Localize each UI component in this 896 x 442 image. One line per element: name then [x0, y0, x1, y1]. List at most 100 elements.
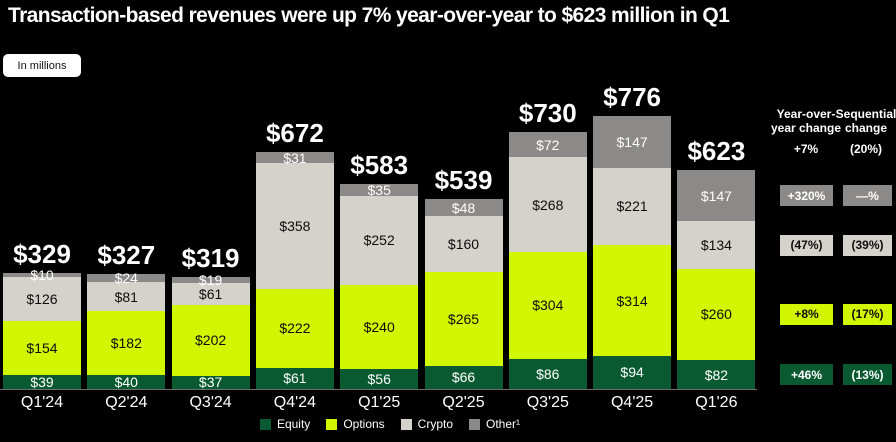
segment-value-label: $260 — [700, 306, 732, 323]
sequential-total-change: (20%) — [849, 142, 882, 156]
segment-value-label: $252 — [363, 232, 395, 249]
segment-value-label: $56 — [367, 371, 391, 388]
yoy-header-line1: Year-over- — [776, 107, 836, 121]
legend-item-crypto: Crypto — [400, 417, 454, 431]
segment-value-label: $182 — [110, 334, 142, 351]
yoy-badge-options: +8% — [780, 303, 833, 325]
legend-item-equity: Equity — [259, 417, 311, 431]
bar-total-label: $319 — [181, 242, 240, 273]
segment-value-label: $35 — [367, 181, 391, 198]
legend-label-crypto: Crypto — [417, 417, 454, 431]
segment-value-label: $358 — [279, 218, 311, 235]
yoy-change-header: Year-over- year change — [753, 107, 859, 135]
bar-total-label: $327 — [97, 239, 156, 270]
segment-value-label: $304 — [532, 297, 564, 314]
seq-badge-equity: (13%) — [843, 364, 892, 386]
bar-segment-other: $19 — [171, 273, 250, 287]
bar-total-label: $539 — [434, 165, 493, 196]
x-axis-label: Q3'25 — [526, 394, 569, 411]
segment-value-label: $314 — [616, 292, 648, 309]
segment-value-label: $94 — [620, 364, 644, 381]
segment-value-label: $221 — [616, 198, 648, 215]
seq-badge-options: (17%) — [843, 303, 892, 325]
legend-item-options: Options — [326, 417, 385, 431]
x-axis-label: Q1'26 — [695, 394, 738, 411]
x-axis-label: Q3'24 — [189, 394, 232, 411]
segment-value-label: $61 — [283, 370, 307, 387]
bar-segment-equity: $40 — [87, 373, 166, 390]
segment-value-label: $39 — [30, 374, 54, 391]
segment-value-label: $86 — [536, 365, 560, 382]
yoy-badge-equity: +46% — [780, 364, 833, 386]
x-axis-label: Q1'25 — [358, 394, 401, 411]
bar-segment-crypto: $358 — [255, 163, 334, 290]
legend-item-other: Other¹ — [469, 417, 520, 431]
legend-swatch-equity — [259, 418, 271, 430]
bar-segment-options: $314 — [593, 245, 672, 356]
bar-segment-crypto: $134 — [677, 221, 756, 269]
bar-total-label: $583 — [350, 149, 409, 180]
bar-segment-equity: $66 — [424, 365, 503, 389]
bar-total-label: $329 — [13, 239, 71, 270]
bar-segment-options: $202 — [171, 304, 250, 376]
segment-value-label: $81 — [114, 288, 138, 305]
segment-value-label: $160 — [447, 236, 480, 253]
x-axis-line — [0, 389, 757, 390]
bar-segment-equity: $61 — [255, 367, 334, 389]
bar-segment-options: $240 — [340, 284, 419, 370]
bar-total-label: $776 — [603, 81, 662, 112]
legend: Equity Options Crypto Other¹ — [250, 417, 530, 431]
seq-badge-crypto: (39%) — [843, 234, 892, 256]
bar-total-label: $730 — [518, 98, 577, 129]
bar-segment-equity: $37 — [171, 374, 250, 391]
seq-header-line2: change — [844, 121, 887, 135]
segment-value-label: $202 — [195, 332, 227, 349]
bar-segment-options: $182 — [87, 310, 166, 375]
segment-value-label: $265 — [447, 311, 480, 328]
bar-segment-options: $222 — [255, 289, 334, 368]
units-badge: In millions — [3, 54, 81, 77]
x-axis-label: Q4'24 — [273, 394, 316, 411]
segment-value-label: $40 — [114, 373, 138, 390]
bar-segment-options: $154 — [3, 321, 81, 376]
segment-value-label: $19 — [198, 272, 223, 289]
sequential-change-header: Sequential change — [823, 107, 896, 135]
segment-value-label: $268 — [532, 196, 564, 213]
x-axis-label: Q4'25 — [610, 394, 654, 411]
bar-segment-other: $147 — [677, 169, 756, 222]
x-axis-label: Q1'24 — [20, 394, 64, 411]
yoy-badge-other: +320% — [780, 185, 833, 207]
segment-value-label: $147 — [616, 133, 648, 150]
segment-value-label: $37 — [198, 374, 223, 391]
legend-swatch-options — [326, 418, 338, 430]
legend-label-equity: Equity — [276, 417, 311, 431]
bar-segment-other: $35 — [340, 181, 419, 198]
segment-value-label: $134 — [700, 237, 732, 254]
bar-total-label: $672 — [265, 118, 324, 149]
segment-value-label: $222 — [279, 320, 311, 337]
bar-segment-crypto: $126 — [3, 276, 81, 322]
bar-segment-equity: $86 — [508, 358, 587, 389]
bar-segment-other: $72 — [508, 132, 587, 158]
yoy-badge-crypto: (47%) — [780, 234, 833, 256]
bar-segment-options: $265 — [424, 272, 503, 366]
bar-segment-crypto: $268 — [508, 157, 587, 252]
segment-value-label: $66 — [451, 369, 476, 386]
x-axis-label: Q2'25 — [442, 394, 485, 411]
segment-value-label: $154 — [26, 340, 58, 357]
bar-segment-crypto: $221 — [593, 167, 672, 246]
bar-segment-equity: $82 — [677, 360, 756, 389]
bar-segment-equity: $56 — [340, 369, 419, 389]
bar-segment-crypto: $81 — [87, 282, 166, 311]
seq-header-line1: Sequential — [835, 107, 896, 121]
legend-label-options: Options — [343, 417, 385, 431]
bar-segment-options: $260 — [677, 268, 756, 361]
segment-value-label: $147 — [700, 187, 732, 204]
bar-segment-crypto: $160 — [424, 216, 503, 273]
legend-swatch-other — [469, 418, 481, 430]
segment-value-label: $82 — [704, 366, 729, 383]
segment-value-label: $31 — [283, 149, 307, 166]
legend-label-other: Other¹ — [486, 417, 521, 431]
x-axis-label: Q2'24 — [105, 394, 148, 411]
